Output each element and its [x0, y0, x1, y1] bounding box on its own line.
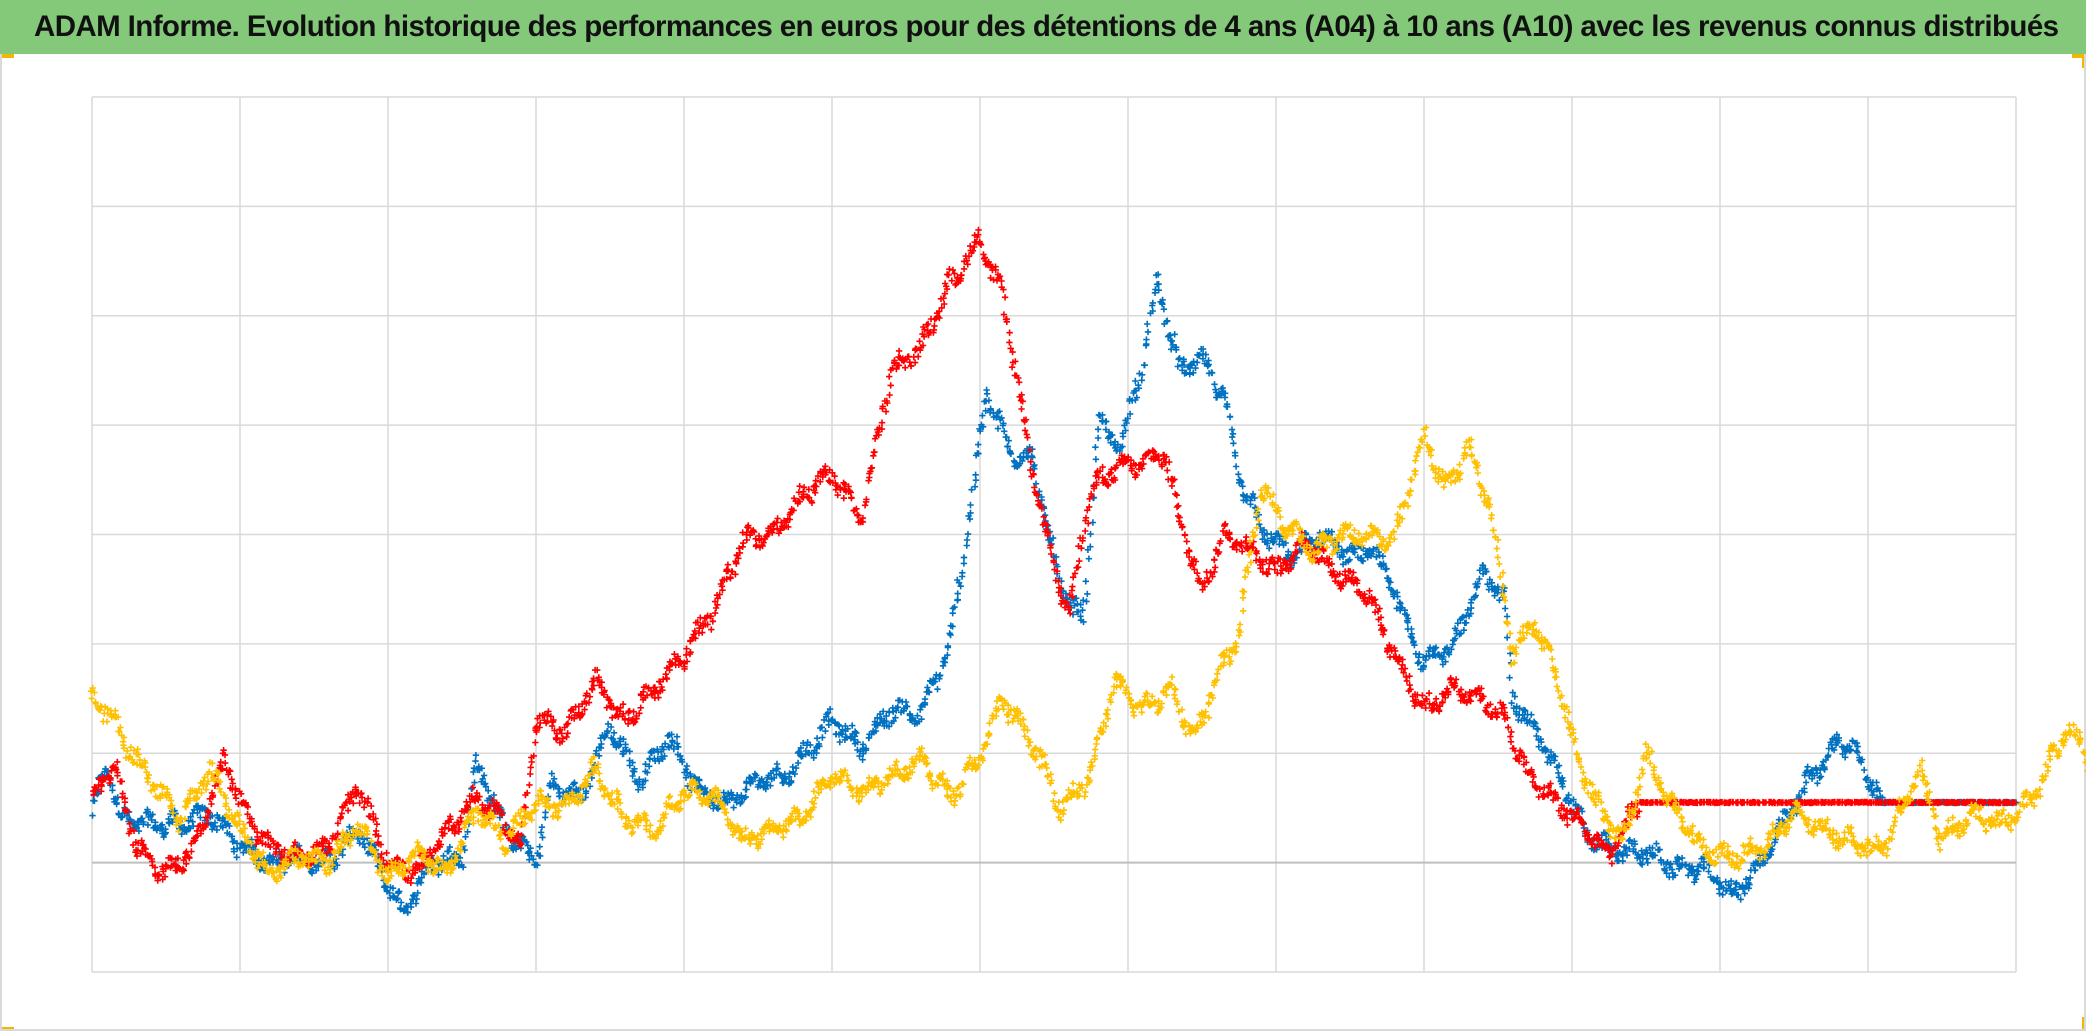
frame-left — [0, 54, 2, 1031]
title-bar: ADAM Informe. Evolution historique des p… — [0, 0, 2086, 54]
chart-title: ADAM Informe. Evolution historique des p… — [34, 10, 2059, 43]
series-layer — [87, 226, 2086, 916]
grid — [91, 96, 2017, 973]
frame-right — [2084, 54, 2086, 1031]
corner-accent-top-right — [2072, 54, 2086, 58]
series-2-markers — [87, 424, 2086, 885]
frame-bottom — [0, 1029, 2086, 1031]
series-2 — [87, 424, 2086, 885]
corner-accent-top-left — [0, 54, 14, 58]
